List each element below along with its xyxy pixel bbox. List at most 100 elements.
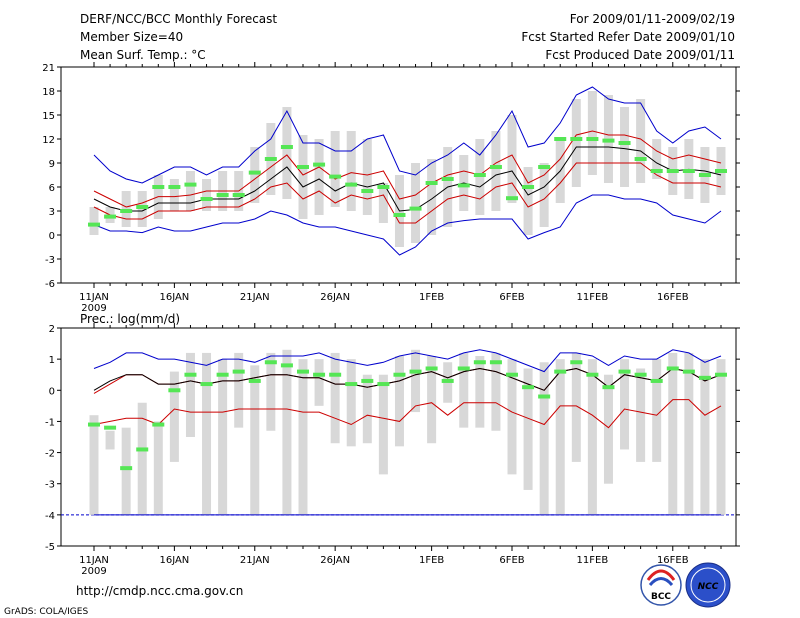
ensemble-box (378, 374, 388, 475)
y-tick-label: 12 (42, 135, 55, 146)
median-mark (586, 372, 599, 377)
ensemble-box (89, 415, 99, 515)
bcc-logo-text: BCC (651, 592, 671, 602)
y-tick-label: 21 (42, 63, 55, 74)
min-line (93, 194, 722, 256)
start-date: Fcst Started Refer Date 2009/01/10 (521, 30, 735, 44)
source-url[interactable]: http://cmdp.ncc.cma.gov.cn (76, 584, 243, 598)
median-mark (538, 394, 551, 399)
median-mark (393, 213, 406, 217)
x-tick-year: 2009 (81, 303, 106, 314)
mean-line (93, 146, 722, 212)
x-tick-label: 16FEB (657, 555, 689, 566)
ensemble-box (620, 359, 630, 450)
y-tick-label: 3 (49, 207, 55, 218)
median-mark (682, 369, 695, 374)
median-mark (168, 388, 181, 393)
y-tick-label: 15 (42, 111, 55, 122)
x-tick-label: 1FEB (419, 555, 444, 566)
median-mark (586, 137, 599, 141)
ensemble-box (330, 131, 340, 207)
ensemble-box (427, 356, 437, 444)
ensemble-box (587, 91, 597, 175)
mean-line (93, 367, 722, 391)
x-tick-label: 11JAN (79, 292, 109, 303)
median-mark (377, 185, 390, 189)
median-mark (666, 169, 679, 173)
ensemble-box (507, 359, 517, 475)
median-mark (361, 378, 374, 383)
median-mark (570, 137, 583, 141)
max-line (93, 86, 722, 184)
variable-label: Mean Surf. Temp.: °C (80, 48, 206, 62)
ensemble-box (346, 131, 356, 211)
ncc-logo: NCC (685, 562, 731, 608)
median-mark (425, 181, 438, 185)
ensemble-box (121, 427, 131, 515)
ensemble-box (411, 349, 421, 413)
median-mark (313, 372, 326, 377)
plot-frame (60, 66, 737, 284)
ensemble-box (539, 163, 549, 227)
median-mark (393, 372, 406, 377)
median-mark (618, 369, 631, 374)
ensemble-box (523, 368, 533, 490)
x-tick-label: 16JAN (159, 292, 189, 303)
ensemble-box (298, 135, 308, 219)
median-mark (522, 185, 535, 189)
bcc-logo: BCC (640, 564, 682, 606)
grads-credit: GrADS: COLA/IGES (4, 607, 88, 617)
median-mark (634, 157, 647, 161)
x-tick-label: 11JAN (79, 555, 109, 566)
median-mark (313, 162, 326, 167)
y-tick-label: -3 (45, 480, 55, 491)
median-mark (715, 169, 727, 173)
median-mark (650, 169, 663, 173)
median-mark (666, 366, 679, 371)
median-mark (200, 197, 213, 201)
std-low-line (93, 399, 722, 429)
median-mark (570, 360, 583, 365)
median-mark (297, 369, 309, 374)
ensemble-box (362, 374, 372, 444)
ensemble-box (266, 352, 276, 431)
median-mark (409, 206, 422, 211)
x-tick-year: 2009 (81, 566, 106, 577)
median-mark (136, 447, 149, 452)
plot-frame (60, 327, 737, 547)
median-mark (120, 209, 133, 213)
median-mark (698, 375, 711, 380)
median-mark (345, 382, 358, 387)
ensemble-box (668, 352, 678, 515)
ensemble-box (539, 362, 549, 515)
ensemble-box (250, 147, 260, 203)
median-mark (634, 372, 647, 377)
y-tick-label: -3 (45, 255, 55, 266)
ensemble-box (89, 207, 99, 235)
median-mark (554, 369, 567, 374)
median-mark (409, 369, 422, 374)
median-mark (104, 425, 117, 430)
ensemble-box (491, 352, 501, 431)
ensemble-box (314, 359, 324, 406)
median-mark (264, 157, 277, 161)
ncc-logo-text: NCC (698, 582, 719, 592)
y-tick-label: 0 (49, 386, 55, 397)
ensemble-box (411, 163, 421, 243)
ensemble-box (362, 139, 372, 215)
ensemble-box (378, 183, 388, 223)
ensemble-box (636, 99, 646, 183)
median-mark (329, 174, 342, 179)
median-mark (280, 145, 293, 149)
ensemble-box (346, 359, 356, 447)
median-mark (88, 422, 100, 427)
ensemble-box (314, 139, 324, 215)
median-mark (120, 466, 133, 471)
median-mark (216, 193, 229, 197)
produced-date: Fcst Produced Date 2009/01/11 (545, 48, 735, 62)
ensemble-box (475, 356, 485, 428)
median-mark (425, 366, 438, 371)
